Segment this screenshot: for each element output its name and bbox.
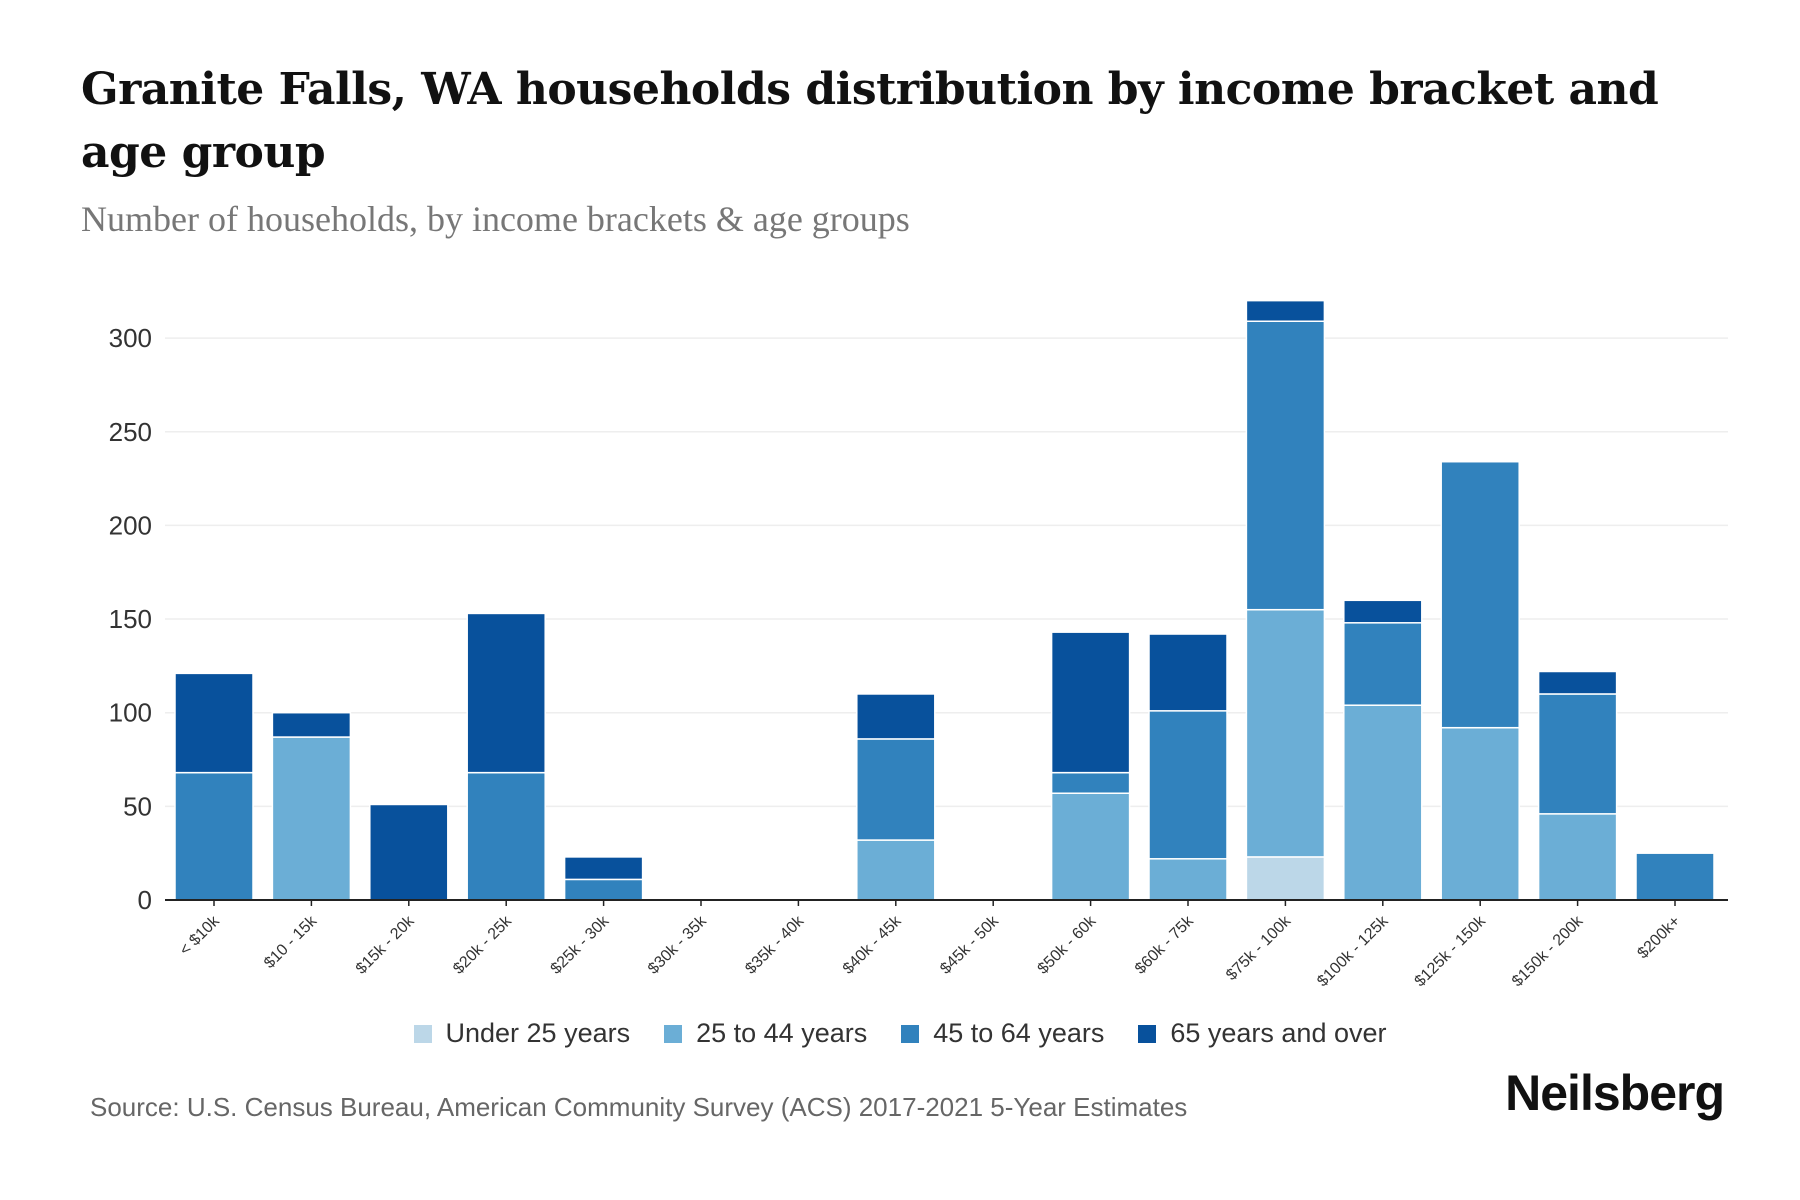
y-tick-label: 150 bbox=[109, 604, 152, 634]
bar-segment bbox=[1440, 460, 1520, 729]
bar-segment bbox=[1148, 858, 1228, 901]
x-tick-label: $30k - 35k bbox=[645, 912, 711, 978]
bar-segment bbox=[1148, 633, 1228, 712]
bar-segment bbox=[1245, 299, 1326, 322]
x-tick-label: $50k - 60k bbox=[1035, 912, 1101, 978]
bar-segment bbox=[1245, 608, 1326, 858]
x-tick-label: $35k - 40k bbox=[742, 912, 808, 978]
y-tick-label: 0 bbox=[138, 885, 152, 915]
bar-segment bbox=[466, 612, 546, 774]
bar-segment bbox=[563, 878, 644, 901]
chart-legend: Under 25 years 25 to 44 years 45 to 64 yea… bbox=[0, 1018, 1800, 1049]
legend-label: 65 years and over bbox=[1170, 1018, 1387, 1048]
bar-segment bbox=[1245, 856, 1326, 901]
bar-segment bbox=[1635, 852, 1715, 901]
x-tick-label: $75k - 100k bbox=[1223, 912, 1295, 984]
x-tick-label: $60k - 75k bbox=[1132, 912, 1198, 978]
bar-segment bbox=[1050, 792, 1131, 901]
bar-segment bbox=[1343, 704, 1423, 901]
x-tick-label: $125k - 150k bbox=[1412, 912, 1490, 990]
bar-segment bbox=[1148, 710, 1228, 860]
bar-segment bbox=[1050, 631, 1131, 774]
bar-segment bbox=[856, 738, 936, 841]
bar-segment bbox=[271, 736, 352, 901]
chart-title: Granite Falls, WA households distributio… bbox=[81, 64, 1659, 178]
legend-item: 65 years and over bbox=[1138, 1018, 1387, 1049]
bar-segment bbox=[1537, 670, 1618, 695]
x-tick-label: $10 - 15k bbox=[261, 912, 321, 972]
bar-segment bbox=[856, 839, 936, 901]
x-tick-label: $45k - 50k bbox=[937, 912, 1003, 978]
x-tick-label: < $10k bbox=[177, 912, 224, 959]
bar-segment bbox=[1050, 771, 1131, 794]
bar-segment bbox=[174, 771, 254, 901]
legend-label: 45 to 64 years bbox=[933, 1018, 1105, 1048]
bar-group bbox=[1635, 852, 1715, 901]
bar-segment bbox=[369, 803, 449, 901]
bar-group bbox=[271, 711, 352, 901]
bar-group bbox=[369, 803, 449, 901]
bar-group bbox=[1148, 633, 1228, 901]
bar-group bbox=[1050, 631, 1131, 901]
bar-group bbox=[1343, 599, 1423, 901]
neilsberg-logo: Neilsberg bbox=[1505, 1065, 1725, 1121]
legend-label: 25 to 44 years bbox=[696, 1018, 868, 1048]
x-tick-label: $25k - 30k bbox=[548, 912, 614, 978]
bar-segment bbox=[1440, 726, 1520, 901]
bar-group bbox=[1537, 670, 1618, 901]
bar-segment bbox=[271, 711, 352, 738]
bar-group bbox=[1245, 299, 1326, 901]
bar-segment bbox=[1245, 320, 1326, 611]
legend-swatch-icon bbox=[901, 1024, 920, 1043]
chart-subtitle: Number of households, by income brackets… bbox=[81, 199, 910, 239]
legend-swatch-icon bbox=[664, 1024, 683, 1043]
x-tick-label: $15k - 20k bbox=[353, 912, 419, 978]
bar-segment bbox=[1537, 693, 1618, 815]
y-tick-label: 200 bbox=[109, 510, 152, 540]
y-tick-label: 300 bbox=[109, 323, 152, 353]
bar-segment bbox=[1537, 813, 1618, 901]
x-tick-label: $150k - 200k bbox=[1509, 912, 1587, 990]
y-tick-label: 50 bbox=[123, 791, 152, 821]
bar-segment bbox=[856, 693, 936, 740]
bar-group bbox=[856, 693, 936, 901]
bar-group bbox=[174, 672, 254, 901]
y-tick-label: 100 bbox=[109, 698, 152, 728]
bar-segment bbox=[466, 771, 546, 901]
x-tick-label: $200k+ bbox=[1634, 913, 1683, 962]
bar-segment bbox=[174, 672, 254, 774]
source-note: Source: U.S. Census Bureau, American Com… bbox=[90, 1092, 1188, 1122]
legend-label: Under 25 years bbox=[445, 1018, 631, 1048]
x-tick-label: $100k - 125k bbox=[1314, 912, 1392, 990]
y-tick-label: 250 bbox=[109, 417, 152, 447]
legend-item: 45 to 64 years bbox=[901, 1018, 1104, 1049]
x-tick-label: $20k - 25k bbox=[450, 912, 516, 978]
legend-swatch-icon bbox=[413, 1024, 432, 1043]
x-tick-label: $40k - 45k bbox=[840, 912, 906, 978]
bar-group bbox=[563, 856, 644, 901]
bar-group bbox=[1440, 460, 1520, 901]
legend-item: 25 to 44 years bbox=[664, 1018, 867, 1049]
legend-item: Under 25 years bbox=[413, 1018, 631, 1049]
bar-segment bbox=[1343, 622, 1423, 706]
bar-segment bbox=[563, 856, 644, 881]
legend-swatch-icon bbox=[1138, 1024, 1157, 1043]
bar-group bbox=[466, 612, 546, 901]
bar-segment bbox=[1343, 599, 1423, 624]
